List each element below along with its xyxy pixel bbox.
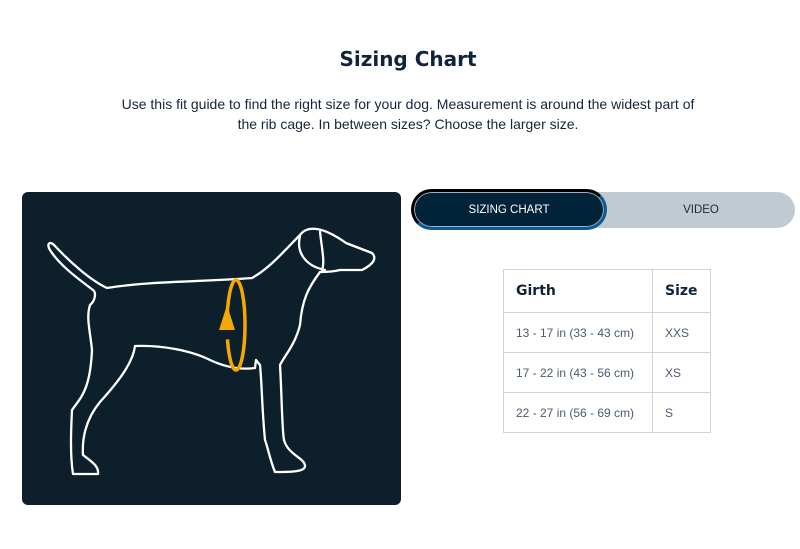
size-cell: XXS — [652, 312, 711, 353]
view-tabs: SIZING CHART VIDEO — [411, 189, 795, 230]
size-cell: S — [652, 392, 711, 433]
table-row: 17 - 22 in (43 - 56 cm) XS — [503, 352, 711, 393]
page-description: Use this fit guide to find the right siz… — [121, 96, 695, 132]
dog-outline-icon — [47, 227, 376, 476]
table-row: 22 - 27 in (56 - 69 cm) S — [503, 392, 711, 433]
header-size: Size — [652, 269, 711, 313]
tab-video[interactable]: VIDEO — [683, 204, 719, 216]
girth-cell: 22 - 27 in (56 - 69 cm) — [503, 392, 653, 433]
girth-cell: 13 - 17 in (33 - 43 cm) — [503, 312, 653, 353]
size-cell: XS — [652, 352, 711, 393]
table-header-row: Girth Size — [503, 269, 711, 313]
header-girth: Girth — [503, 269, 653, 313]
table-row: 13 - 17 in (33 - 43 cm) XXS — [503, 312, 711, 353]
tab-sizing-chart[interactable]: SIZING CHART — [411, 189, 607, 230]
dog-girth-illustration — [22, 192, 401, 505]
arrow-up-icon — [219, 305, 235, 330]
girth-cell: 17 - 22 in (43 - 56 cm) — [503, 352, 653, 393]
page-title: Sizing Chart — [339, 47, 477, 71]
sizing-table: Girth Size 13 - 17 in (33 - 43 cm) XXS 1… — [503, 269, 711, 433]
